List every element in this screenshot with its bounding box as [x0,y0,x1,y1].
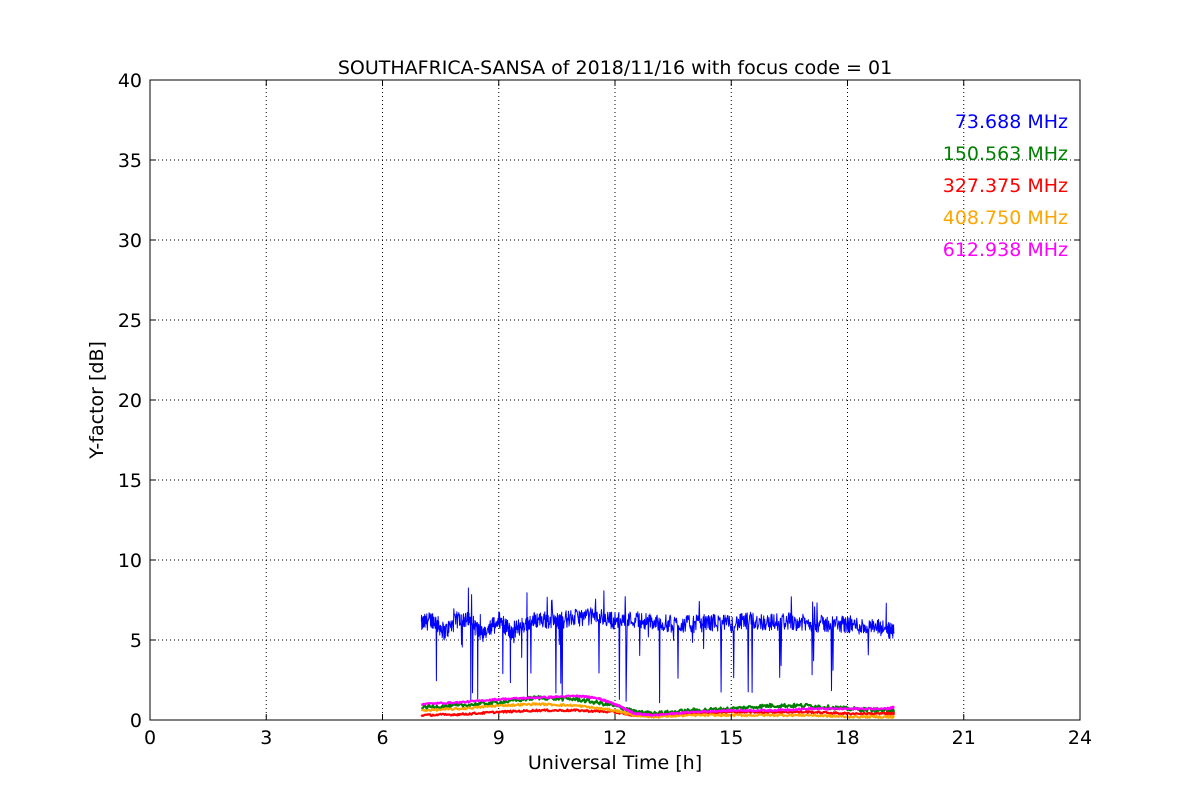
chart-title: SOUTHAFRICA-SANSA of 2018/11/16 with foc… [338,57,892,79]
ticks: 0 3 6 9 12 15 18 21 24 0 5 10 15 20 25 30 35 40 [118,70,1092,749]
legend-entry: 73.688 MHz [955,111,1068,133]
x-tick-label: 3 [260,727,272,749]
x-tick-label: 6 [376,727,388,749]
y-tick-label: 30 [118,230,142,252]
y-axis-title: Y-factor [dB] [86,341,108,460]
x-tick-label: 21 [952,727,976,749]
y-tick-label: 0 [130,710,142,732]
series-line-0 [420,587,895,704]
y-tick-label: 10 [118,550,142,572]
x-tick-label: 9 [493,727,505,749]
legend-entry: 612.938 MHz [943,239,1068,261]
y-tick-label: 15 [118,470,142,492]
y-tick-label: 20 [118,390,142,412]
x-axis-title: Universal Time [h] [528,752,702,774]
series-line-4 [420,694,895,717]
grid [150,80,1080,720]
y-tick-label: 35 [118,150,142,172]
x-tick-label: 12 [603,727,627,749]
legend-entry: 408.750 MHz [943,207,1068,229]
x-tick-label: 24 [1068,727,1092,749]
series-line-3 [421,702,895,719]
legend-entry: 150.563 MHz [943,143,1068,165]
legend-entry: 327.375 MHz [943,175,1068,197]
legend: 73.688 MHz 150.563 MHz 327.375 MHz 408.750 … [943,111,1068,261]
x-tick-label: 15 [719,727,743,749]
y-tick-label: 40 [118,70,142,92]
x-tick-label: 18 [835,727,859,749]
y-tick-label: 25 [118,310,142,332]
x-tick-label: 0 [144,727,156,749]
series-layer [420,587,896,719]
y-tick-label: 5 [130,630,142,652]
